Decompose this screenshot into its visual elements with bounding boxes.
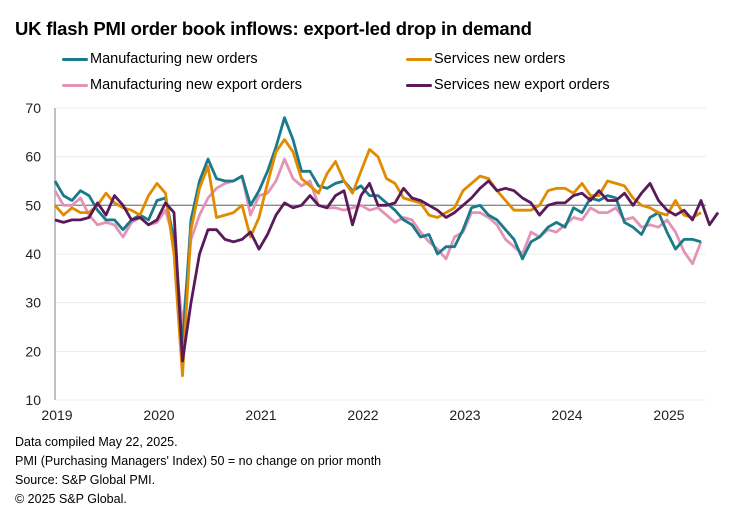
x-tick-label: 2020 [143,407,174,423]
legend-item-services-new-export-orders: Services new export orders [406,77,610,93]
legend-item-services-new-orders: Services new orders [406,51,565,67]
legend-label: Services new export orders [434,77,610,93]
legend-swatch [62,57,88,61]
y-tick-label: 30 [25,295,41,311]
legend-label: Manufacturing new export orders [90,77,302,93]
note-data-compiled: Data compiled May 22, 2025. [15,435,178,449]
series-line-services-new-export-orders [54,179,720,363]
x-tick-label: 2024 [551,407,582,423]
legend-swatch [406,83,432,87]
legend-swatch [406,57,432,61]
gridlines [55,107,706,401]
legend-swatch [62,83,88,87]
y-tick-label: 50 [25,197,41,213]
x-tick-label: 2021 [245,407,276,423]
legend-item-manufacturing-new-export-orders: Manufacturing new export orders [62,77,302,93]
series-line-manufacturing-new-export-orders [53,157,703,329]
series-lines [53,116,720,378]
chart-title: UK flash PMI order book inflows: export-… [15,18,532,39]
y-tick-label: 40 [25,246,41,262]
note-source: Source: S&P Global PMI. [15,473,156,487]
y-tick-label: 70 [25,100,41,116]
y-tick-label: 60 [25,149,41,165]
series-line-manufacturing-new-orders [53,116,702,348]
y-axis-ticks: 10 20 30 40 50 60 70 [25,100,41,408]
x-tick-label: 2019 [41,407,72,423]
x-axis-ticks: 2019 2020 2021 2022 2023 2024 2025 [41,407,684,423]
x-tick-label: 2023 [449,407,480,423]
footnotes: Data compiled May 22, 2025. PMI (Purchas… [15,433,381,509]
legend-item-manufacturing-new-orders: Manufacturing new orders [62,51,258,67]
y-tick-label: 20 [25,343,41,359]
legend-label: Services new orders [434,51,566,67]
series-line-services-new-orders [53,138,702,378]
note-pmi-definition: PMI (Purchasing Managers' Index) 50 = no… [15,454,382,468]
x-tick-label: 2022 [347,407,378,423]
note-copyright: © 2025 S&P Global. [15,492,127,506]
x-tick-label: 2025 [653,407,684,423]
y-tick-label: 10 [25,392,41,408]
legend-label: Manufacturing new orders [90,51,258,67]
